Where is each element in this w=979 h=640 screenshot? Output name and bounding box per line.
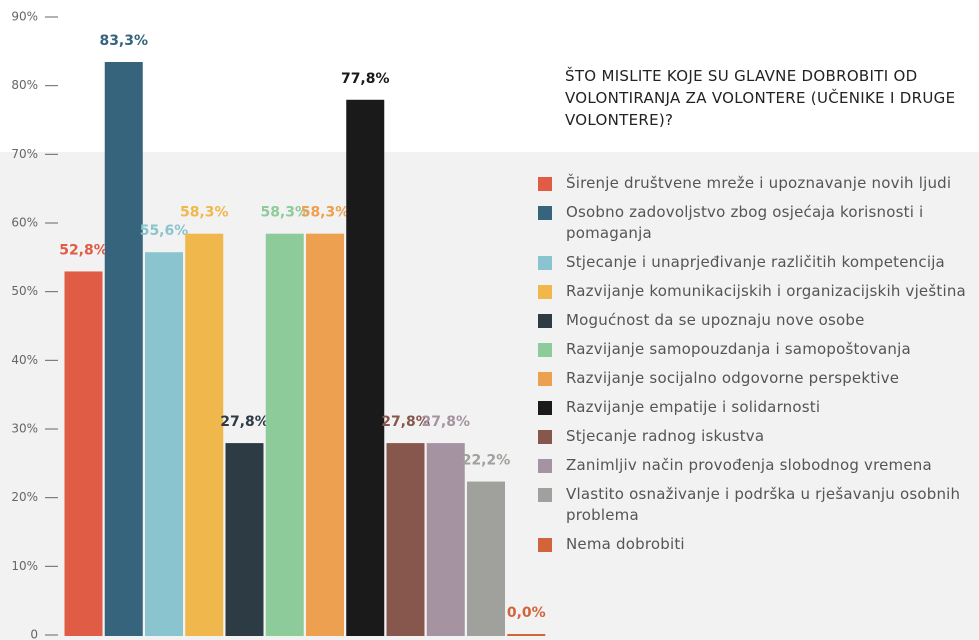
legend-swatch [538,206,552,220]
legend-item: Vlastito osnaživanje i podrška u rješava… [538,484,978,526]
legend-swatch [538,372,552,386]
value-label: 55,6% [140,223,189,239]
legend-label: Razvijanje samopouzdanja i samopoštovanj… [566,340,911,358]
bar [426,443,465,636]
bar [64,271,103,636]
bar [104,62,143,637]
bar [265,233,304,636]
legend-item: Stjecanje i unaprjeđivanje različitih ko… [538,252,978,273]
value-label: 27,8% [381,414,430,430]
legend-label: Nema dobrobiti [566,535,685,553]
legend-swatch [538,256,552,270]
legend-item: Razvijanje socijalno odgovorne perspekti… [538,368,978,389]
legend-item: Stjecanje radnog iskustva [538,426,978,447]
legend-swatch [538,430,552,444]
value-label: 27,8% [220,414,269,430]
legend-item: Mogućnost da se upoznaju nove osobe [538,310,978,331]
value-label: 83,3% [99,33,148,49]
value-label: 77,8% [341,71,390,87]
legend-item: Razvijanje empatije i solidarnosti [538,397,978,418]
bar [225,443,264,636]
legend-item: Razvijanje samopouzdanja i samopoštovanj… [538,339,978,360]
value-label: 0,0% [507,605,546,621]
legend-swatch [538,343,552,357]
bar [386,443,425,636]
value-label: 58,3% [180,205,229,221]
y-tick-label: 20% [11,490,38,504]
bar [467,481,505,636]
legend-label: Zanimljiv način provođenja slobodnog vre… [566,456,932,474]
bar [145,252,183,636]
y-tick-label: 60% [11,216,38,230]
bar [346,99,385,637]
bar [306,233,344,636]
y-tick-label: 50% [11,284,38,298]
y-tick-label: 40% [11,353,38,367]
value-label: 58,3% [260,205,309,221]
legend-swatch [538,488,552,502]
legend-swatch [538,285,552,299]
legend: Širenje društvene mreže i upoznavanje no… [538,173,978,563]
y-tick-label: 30% [11,422,38,436]
legend-item: Zanimljiv način provođenja slobodnog vre… [538,455,978,476]
legend-label: Širenje društvene mreže i upoznavanje no… [566,174,952,192]
value-label: 52,8% [59,242,108,258]
legend-item: Širenje društvene mreže i upoznavanje no… [538,173,978,194]
legend-label: Mogućnost da se upoznaju nove osobe [566,311,865,329]
legend-item: Nema dobrobiti [538,534,978,555]
bar [185,233,224,636]
legend-swatch [538,538,552,552]
value-label: 27,8% [421,414,470,430]
y-tick-label: 80% [11,78,38,92]
value-label: 22,2% [462,453,511,469]
y-tick-label: 70% [11,147,38,161]
legend-label: Razvijanje komunikacijskih i organizacij… [566,282,966,300]
legend-label: Vlastito osnaživanje i podrška u rješava… [566,485,961,524]
legend-label: Stjecanje radnog iskustva [566,427,765,445]
legend-label: Razvijanje socijalno odgovorne perspekti… [566,369,900,387]
legend-swatch [538,401,552,415]
y-tick-label: 10% [11,559,38,573]
y-tick-label: 0 [30,628,38,640]
value-label: 58,3% [301,205,350,221]
legend-title: ŠTO MISLITE KOJE SU GLAVNE DOBROBITI OD … [565,67,956,129]
legend-label: Razvijanje empatije i solidarnosti [566,398,821,416]
legend-item: Osobno zadovoljstvo zbog osjećaja korisn… [538,202,978,244]
bar [507,634,546,636]
legend-swatch [538,177,552,191]
legend-swatch [538,314,552,328]
legend-swatch [538,459,552,473]
legend-label: Osobno zadovoljstvo zbog osjećaja korisn… [566,203,924,242]
legend-label: Stjecanje i unaprjeđivanje različitih ko… [566,253,945,271]
legend-item: Razvijanje komunikacijskih i organizacij… [538,281,978,302]
y-tick-label: 90% [11,10,38,24]
